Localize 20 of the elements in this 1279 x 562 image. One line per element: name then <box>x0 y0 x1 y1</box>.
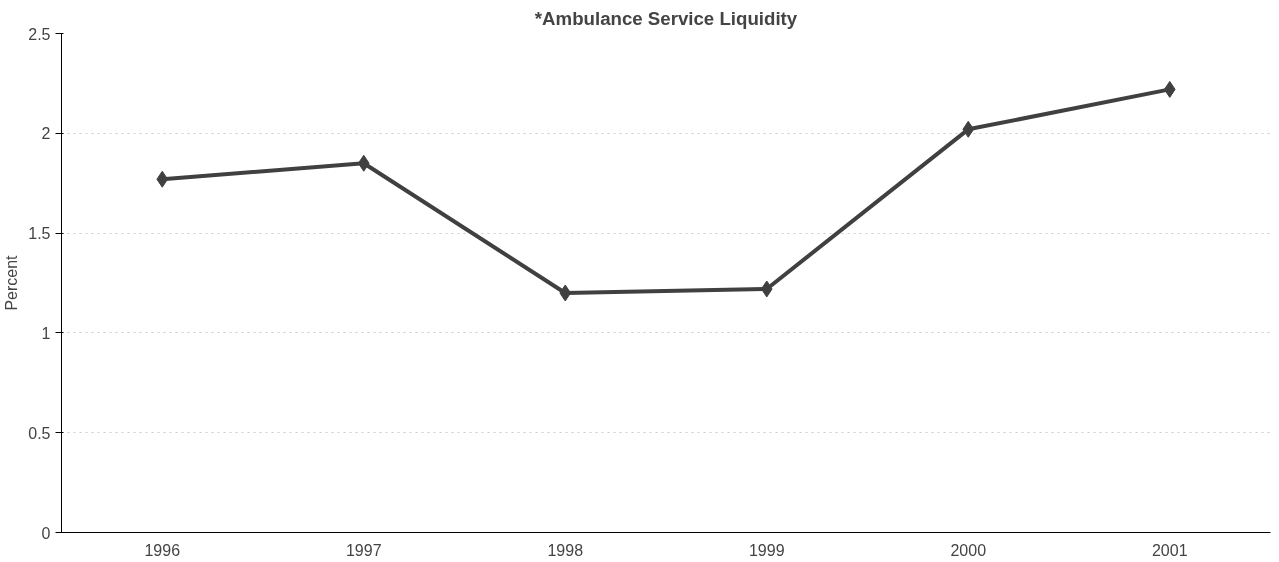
y-tick-label: 1 <box>41 324 51 342</box>
point <box>156 170 169 188</box>
x-tick-label: 1996 <box>144 541 181 559</box>
point <box>559 284 572 302</box>
x-tick-label: 1997 <box>345 541 382 559</box>
y-axis-title: Percent <box>3 254 21 311</box>
y-tick-label: 2 <box>41 125 51 143</box>
y-tick-label: 0.5 <box>28 424 51 442</box>
x-tick-label: 2000 <box>950 541 987 559</box>
x-tick-label: 1998 <box>547 541 584 559</box>
x-tick-label: 2001 <box>1151 541 1188 559</box>
y-tick-label: 2.5 <box>28 25 51 43</box>
point <box>1163 80 1176 98</box>
x-tick-label: 1999 <box>748 541 785 559</box>
y-tick-label: 1.5 <box>28 225 51 243</box>
y-tick-label: 0 <box>41 524 51 542</box>
point <box>760 280 773 298</box>
point <box>357 154 370 172</box>
chart-title: *Ambulance Service Liquidity <box>534 7 798 29</box>
point <box>962 120 975 138</box>
